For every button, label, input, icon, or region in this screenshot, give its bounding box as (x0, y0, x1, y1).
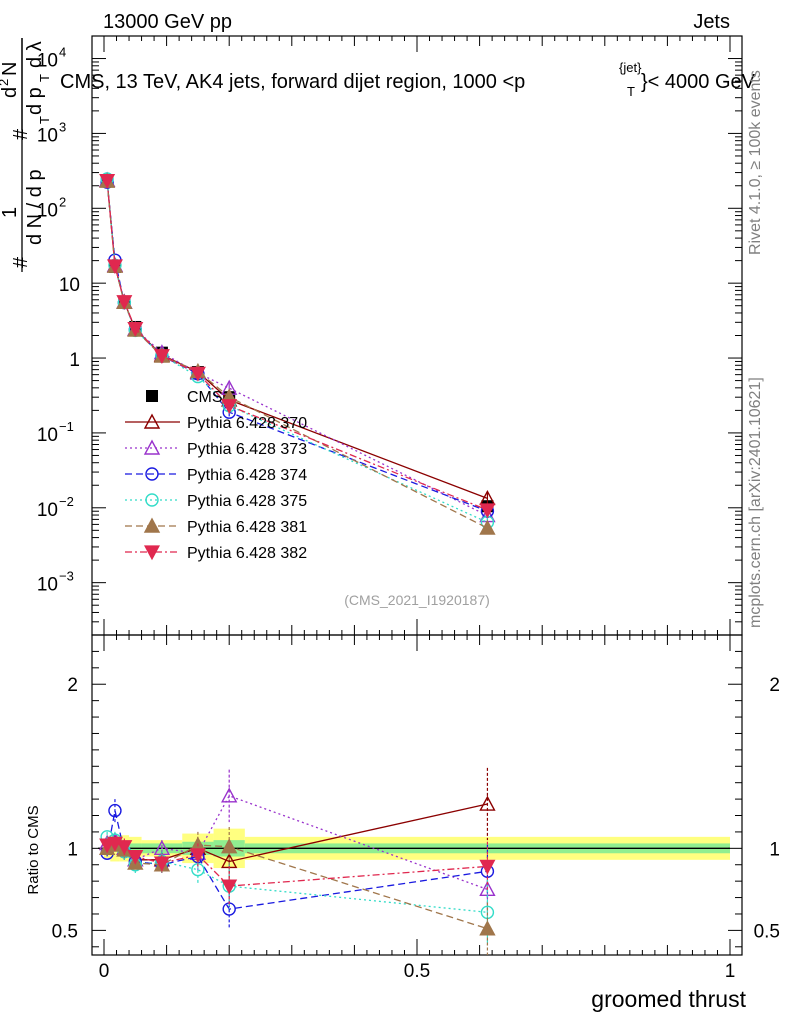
legend-marker-p381 (143, 517, 161, 533)
ylabel-d: d (0, 87, 21, 98)
main-y-label: # 1 d N / d p T # d p T d 2 N d λ (0, 38, 52, 272)
series-line-p374 (106, 182, 488, 512)
ratio-y-tick-label-right: 1 (769, 839, 780, 860)
ylabel-exp-2: 2 (0, 79, 11, 86)
analysis-tag: (CMS_2021_I1920187) (344, 592, 490, 608)
ratio-line-p374 (106, 810, 488, 910)
ratio-point-p381 (221, 838, 238, 854)
legend-label-p375: Pythia 6.428 375 (187, 493, 307, 510)
ylabel-dlambda: d λ (24, 41, 46, 68)
main-y-tick-label: 10 (37, 425, 58, 446)
plot-title-post: }< 4000 GeV (641, 71, 756, 93)
ratio-point-p382 (127, 849, 144, 865)
ylabel-t-sub-1: T (37, 116, 52, 124)
series-line-p382 (106, 180, 488, 511)
ratio-point-p373 (221, 787, 238, 803)
ylabel-one: 1 (0, 207, 21, 218)
plot-title-sup: {jet} (619, 60, 642, 75)
ratio-y-tick-label-right: 2 (769, 675, 780, 696)
ylabel-hash-2: # (10, 128, 32, 140)
legend-label-p370: Pythia 6.428 370 (187, 415, 307, 432)
header-left: 13000 GeV pp (103, 11, 232, 33)
series-point-p382 (127, 322, 144, 337)
legend-label-p381: Pythia 6.428 381 (187, 519, 307, 536)
ratio-point-p382 (479, 859, 496, 875)
ratio-y-tick-label-right: 0.5 (754, 921, 780, 942)
mcplots-label: mcplots.cern.ch [arXiv:2401.10621] (747, 377, 764, 628)
plot-title-pre: CMS, 13 TeV, AK4 jets, forward dijet reg… (60, 71, 525, 93)
x-tick-label: 0 (99, 961, 110, 982)
ratio-line-p381 (106, 844, 488, 930)
ylabel-dpt: d p (24, 87, 46, 115)
main-y-tick-exp: −2 (59, 494, 74, 509)
ratio-point-p382 (116, 840, 133, 855)
series-point-p382 (189, 366, 206, 382)
ylabel-t-sub-2: T (37, 74, 52, 82)
legend-label-cms: CMS (187, 389, 223, 406)
ratio-point-p382 (221, 879, 238, 895)
main-y-tick-label: 10 (37, 200, 58, 221)
series-point-p382 (116, 295, 133, 310)
series-point-p382 (221, 399, 238, 414)
legend-marker-cms (146, 390, 158, 402)
ratio-point-p370 (479, 795, 496, 811)
series-point-p382 (153, 349, 170, 364)
main-y-tick-exp: 4 (59, 45, 66, 60)
legend-label-p373: Pythia 6.428 373 (187, 441, 307, 458)
ylabel-dn-dpt: d N / d p (24, 169, 46, 245)
ratio-y-label: Ratio to CMS (25, 805, 42, 894)
series-point-p381 (479, 519, 496, 535)
x-tick-label: 0.5 (404, 961, 430, 982)
legend-marker-p374 (145, 467, 159, 481)
ratio-point-p382 (153, 856, 170, 872)
ylabel-hash-1: # (10, 256, 32, 268)
ratio-point-p381 (479, 920, 496, 936)
legend-label-p382: Pythia 6.428 382 (187, 545, 307, 562)
legend-marker-p373 (143, 439, 161, 455)
legend-marker-p375 (145, 493, 159, 507)
series-point-p382 (479, 503, 496, 519)
ratio-y-tick-label: 1 (67, 839, 78, 860)
main-y-tick-label: 10 (59, 275, 80, 296)
ylabel-n: N (0, 62, 21, 76)
ratio-line-p382 (106, 842, 488, 887)
main-y-tick-exp: −3 (59, 569, 74, 584)
header-right: Jets (693, 11, 730, 33)
main-y-tick-label: 10 (37, 51, 58, 72)
main-y-tick-exp: −1 (59, 419, 74, 434)
series-point-p382 (99, 173, 116, 189)
main-y-tick-exp: 3 (59, 119, 66, 134)
x-axis-label: groomed thrust (591, 986, 746, 1012)
main-y-tick-label: 10 (37, 575, 58, 596)
ratio-y-tick-label: 2 (67, 675, 78, 696)
legend-label-p374: Pythia 6.428 374 (187, 467, 307, 484)
main-y-tick-label: 1 (69, 350, 80, 371)
ratio-point-p382 (189, 848, 206, 864)
series-point-p382 (106, 259, 123, 275)
main-y-tick-label: 10 (37, 125, 58, 146)
legend-marker-p370 (143, 413, 161, 429)
ratio-point-p374 (108, 803, 122, 818)
x-tick-label: 1 (725, 961, 736, 982)
plot-title: CMS, 13 TeV, AK4 jets, forward dijet reg… (60, 60, 756, 99)
main-y-tick-label: 10 (37, 500, 58, 521)
main-y-tick-exp: 2 (59, 194, 66, 209)
ratio-y-tick-label: 0.5 (52, 921, 78, 942)
rivet-label: Rivet 4.1.0, ≥ 100k events (747, 70, 764, 255)
plot-title-sub: T (627, 84, 635, 99)
legend-marker-p382 (143, 545, 161, 561)
